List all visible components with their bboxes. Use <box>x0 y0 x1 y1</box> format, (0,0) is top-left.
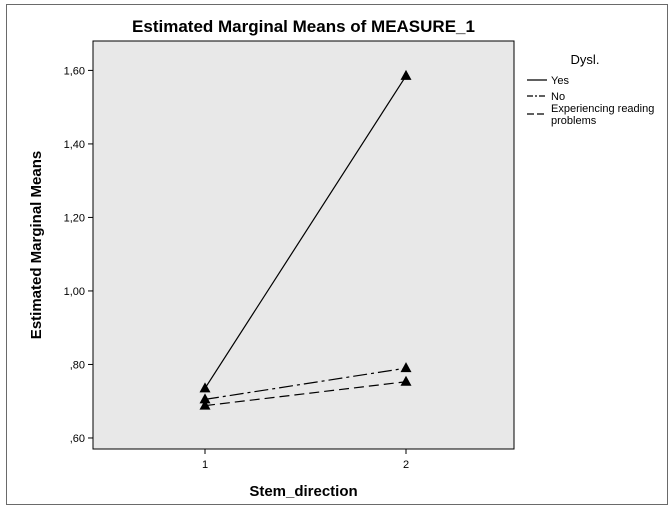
y-tick-label: 1,60 <box>64 65 85 77</box>
chart-title: Estimated Marginal Means of MEASURE_1 <box>132 17 475 36</box>
y-tick-label: 1,00 <box>64 286 85 298</box>
series-3-point-2 <box>400 375 412 386</box>
series-1-point-1 <box>199 382 211 393</box>
series-3-point-1 <box>199 399 211 410</box>
y-tick-label: ,80 <box>70 359 85 371</box>
legend-label-2: No <box>551 91 565 103</box>
series-1-point-2 <box>400 69 412 80</box>
series-line-1 <box>204 75 407 389</box>
plot-area <box>92 40 515 450</box>
series-line-2 <box>204 367 407 400</box>
legend-title: Dysl. <box>571 52 600 67</box>
legend-label-1: Yes <box>551 75 569 87</box>
x-tick-label: 2 <box>403 459 409 471</box>
series-line-3 <box>204 381 407 407</box>
series-2-point-1 <box>199 393 211 404</box>
x-tick-label: 1 <box>202 459 208 471</box>
x-axis-label: Stem_direction <box>249 483 357 500</box>
y-tick-label: 1,40 <box>64 139 85 151</box>
legend-label-3: Experiencing reading problems <box>551 103 654 127</box>
y-tick-label: ,60 <box>70 433 85 445</box>
series-2-point-2 <box>400 362 412 373</box>
y-tick-label: 1,20 <box>64 212 85 224</box>
y-axis-label: Estimated Marginal Means <box>28 151 45 339</box>
